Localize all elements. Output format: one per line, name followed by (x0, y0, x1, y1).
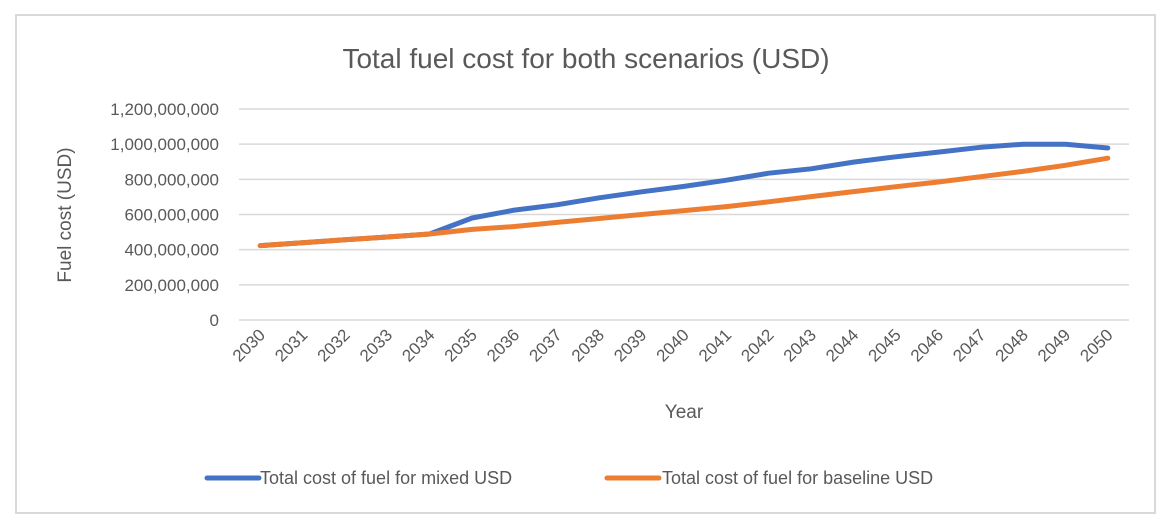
chart-title: Total fuel cost for both scenarios (USD) (342, 43, 829, 74)
x-tick-label: 2037 (526, 325, 566, 365)
x-tick-label: 2040 (653, 325, 693, 365)
y-axis-ticks: 0 200,000,000 400,000,000 600,000,000 800,00… (110, 100, 219, 330)
x-tick-label: 2031 (271, 325, 311, 365)
legend-label: Total cost of fuel for baseline USD (662, 468, 933, 488)
x-tick-label: 2041 (695, 325, 735, 365)
y-tick-label: 200,000,000 (124, 276, 219, 295)
chart-frame (15, 14, 1156, 514)
x-tick-label: 2049 (1034, 325, 1074, 365)
x-tick-label: 2036 (483, 325, 523, 365)
x-tick-label: 2045 (865, 325, 905, 365)
y-tick-label: 0 (210, 311, 219, 330)
x-axis-title: Year (665, 402, 704, 423)
x-tick-label: 2034 (398, 325, 438, 365)
x-tick-label: 2042 (737, 325, 777, 365)
series-line-0 (257, 141, 1111, 249)
series-line-1 (257, 155, 1111, 249)
y-tick-label: 600,000,000 (124, 206, 219, 225)
x-tick-label: 2044 (822, 325, 862, 365)
x-tick-label: 2035 (441, 325, 481, 365)
x-tick-label: 2050 (1076, 325, 1116, 365)
x-tick-label: 2032 (314, 325, 354, 365)
x-tick-label: 2043 (780, 325, 820, 365)
y-axis-title: Fuel cost (USD) (55, 147, 76, 282)
y-tick-label: 800,000,000 (124, 170, 219, 189)
x-tick-label: 2046 (907, 325, 947, 365)
x-tick-label: 2039 (610, 325, 650, 365)
x-axis-ticks: 2030 2031 2032 2033 2034 2035 2036 2037 2038 2039… (229, 325, 1117, 365)
gridlines (239, 108, 1129, 321)
x-tick-label: 2030 (229, 325, 269, 365)
y-tick-label: 400,000,000 (124, 241, 219, 260)
legend-label: Total cost of fuel for mixed USD (260, 468, 512, 488)
x-tick-label: 2047 (949, 325, 989, 365)
y-tick-label: 1,200,000,000 (110, 100, 219, 119)
series-lines (257, 141, 1111, 249)
y-tick-label: 1,000,000,000 (110, 135, 219, 154)
x-tick-label: 2038 (568, 325, 608, 365)
x-tick-label: 2033 (356, 325, 396, 365)
legend: Total cost of fuel for mixed USD Total co… (204, 468, 933, 488)
x-tick-label: 2048 (992, 325, 1032, 365)
